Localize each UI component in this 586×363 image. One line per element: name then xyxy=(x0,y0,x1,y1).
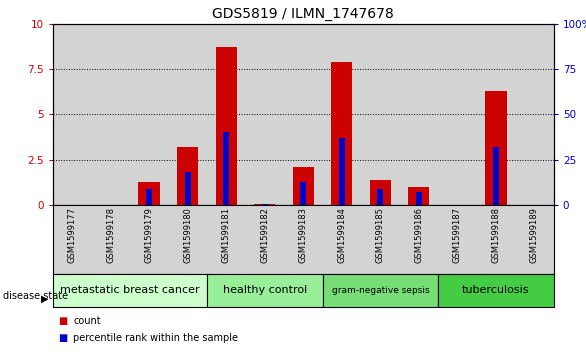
Text: GSM1599182: GSM1599182 xyxy=(260,207,269,263)
Text: GSM1599184: GSM1599184 xyxy=(338,207,346,263)
Bar xyxy=(485,91,506,205)
Text: ▶: ▶ xyxy=(41,294,49,304)
Bar xyxy=(53,274,207,307)
Bar xyxy=(185,172,190,205)
Text: ■: ■ xyxy=(59,333,68,343)
Bar xyxy=(223,132,229,205)
Text: GSM1599187: GSM1599187 xyxy=(453,207,462,263)
Text: gram-negative sepsis: gram-negative sepsis xyxy=(332,286,429,295)
Text: GSM1599181: GSM1599181 xyxy=(222,207,231,263)
Bar xyxy=(262,204,268,205)
Bar xyxy=(416,192,422,205)
Text: GSM1599188: GSM1599188 xyxy=(492,207,500,263)
Text: healthy control: healthy control xyxy=(223,285,307,295)
Text: GSM1599180: GSM1599180 xyxy=(183,207,192,263)
Text: GSM1599189: GSM1599189 xyxy=(530,207,539,263)
Bar xyxy=(138,182,160,205)
Bar xyxy=(216,47,237,205)
Text: GSM1599179: GSM1599179 xyxy=(145,207,154,263)
Bar xyxy=(331,62,352,205)
Text: percentile rank within the sample: percentile rank within the sample xyxy=(73,333,239,343)
Bar xyxy=(292,167,314,205)
Bar xyxy=(301,182,306,205)
Text: GSM1599185: GSM1599185 xyxy=(376,207,385,263)
Bar xyxy=(177,147,198,205)
Bar xyxy=(377,189,383,205)
Bar xyxy=(146,189,152,205)
Bar xyxy=(254,204,275,205)
Bar xyxy=(322,274,438,307)
Bar xyxy=(493,147,499,205)
Text: disease state: disease state xyxy=(3,291,68,302)
Text: GSM1599178: GSM1599178 xyxy=(106,207,115,263)
Bar xyxy=(339,138,345,205)
Bar xyxy=(408,187,430,205)
Text: ■: ■ xyxy=(59,316,68,326)
Text: GSM1599186: GSM1599186 xyxy=(414,207,423,263)
Text: tuberculosis: tuberculosis xyxy=(462,285,530,295)
Bar xyxy=(370,180,391,205)
Title: GDS5819 / ILMN_1747678: GDS5819 / ILMN_1747678 xyxy=(212,7,394,21)
Bar xyxy=(438,274,554,307)
Text: GSM1599177: GSM1599177 xyxy=(67,207,77,263)
Text: count: count xyxy=(73,316,101,326)
Text: metastatic breast cancer: metastatic breast cancer xyxy=(60,285,200,295)
Text: GSM1599183: GSM1599183 xyxy=(299,207,308,263)
Bar xyxy=(207,274,322,307)
